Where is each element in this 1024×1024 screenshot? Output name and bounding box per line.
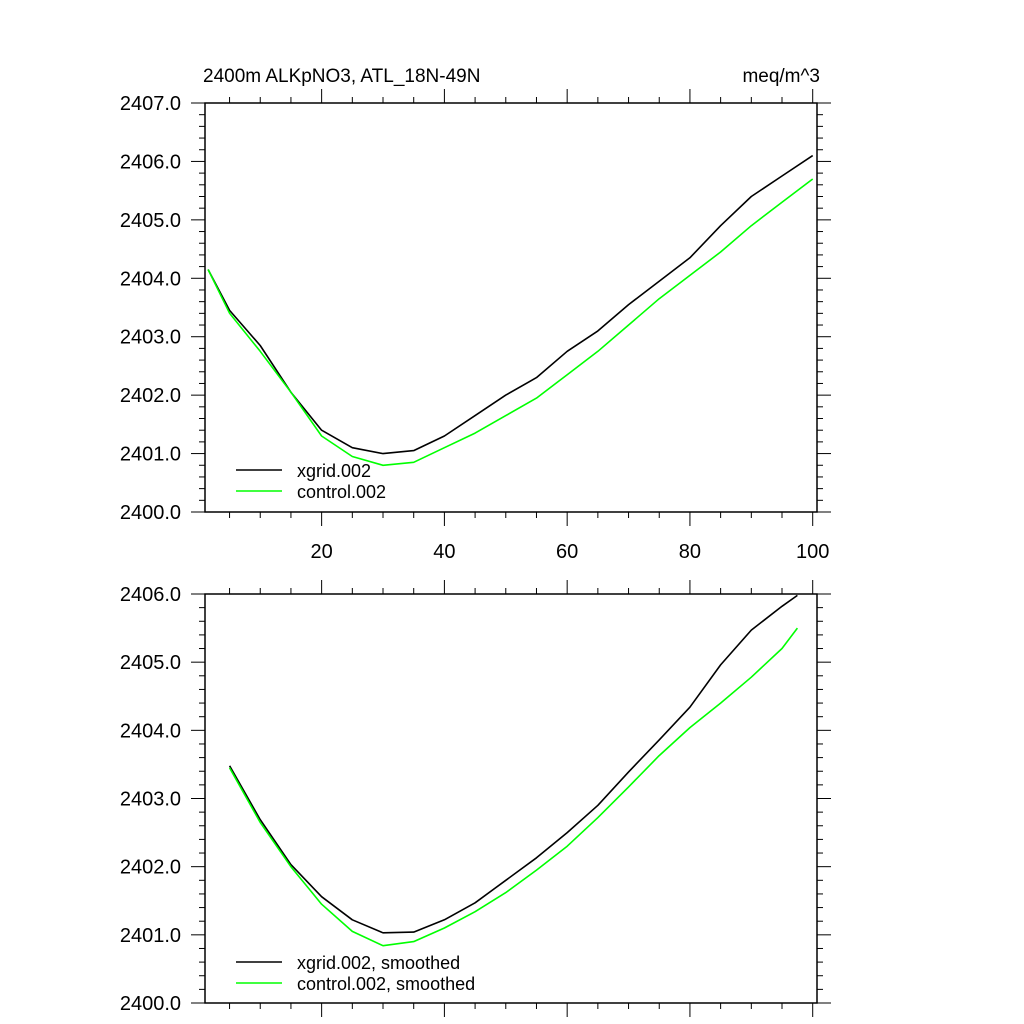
y-tick-label: 2407.0	[120, 93, 181, 115]
y-tick-label: 2406.0	[120, 584, 181, 606]
y-tick-label: 2403.0	[120, 789, 181, 811]
plot-frame	[204, 102, 818, 513]
chart-title: 2400m ALKpNO3, ATL_18N-49N	[203, 66, 480, 87]
x-tick-label: 40	[433, 541, 455, 563]
x-tick-label: 20	[311, 541, 333, 563]
plot-panel-1: 2400.0 2401.0 2402.0 2403.0 2404.0 2405.0 2406…	[120, 89, 831, 563]
series-line-control-002	[207, 178, 814, 467]
series-line-control-002-smoothed	[228, 627, 799, 947]
plot-panel-2: 2400.0 2401.0 2402.0 2403.0 2404.0 2405.0 2406…	[120, 580, 831, 1017]
legend-label: control.002, smoothed	[297, 974, 475, 994]
legend-label: control.002	[297, 482, 386, 502]
legend-label: xgrid.002, smoothed	[297, 953, 460, 973]
y-tick-label: 2401.0	[120, 444, 181, 466]
legend-label: xgrid.002	[297, 461, 371, 481]
series-line-xgrid-002-smoothed	[228, 594, 798, 934]
y-tick-label: 2400.0	[120, 993, 181, 1015]
y-tick-label: 2405.0	[120, 652, 181, 674]
y-tick-label: 2402.0	[120, 385, 181, 407]
y-tick-label: 2406.0	[120, 151, 181, 173]
y-tick-label: 2403.0	[120, 327, 181, 349]
y-tick-label: 2401.0	[120, 925, 181, 947]
y-tick-label: 2405.0	[120, 210, 181, 232]
x-tick-label: 100	[796, 541, 829, 563]
y-tick-label: 2400.0	[120, 502, 181, 524]
units-label: meq/m^3	[742, 66, 820, 87]
y-tick-label: 2404.0	[120, 720, 181, 742]
y-tick-label: 2402.0	[120, 857, 181, 879]
plot-frame	[204, 593, 818, 1004]
y-tick-label: 2404.0	[120, 268, 181, 290]
x-tick-label: 80	[679, 541, 701, 563]
series-line-xgrid-002	[207, 154, 814, 455]
x-tick-label: 60	[556, 541, 578, 563]
